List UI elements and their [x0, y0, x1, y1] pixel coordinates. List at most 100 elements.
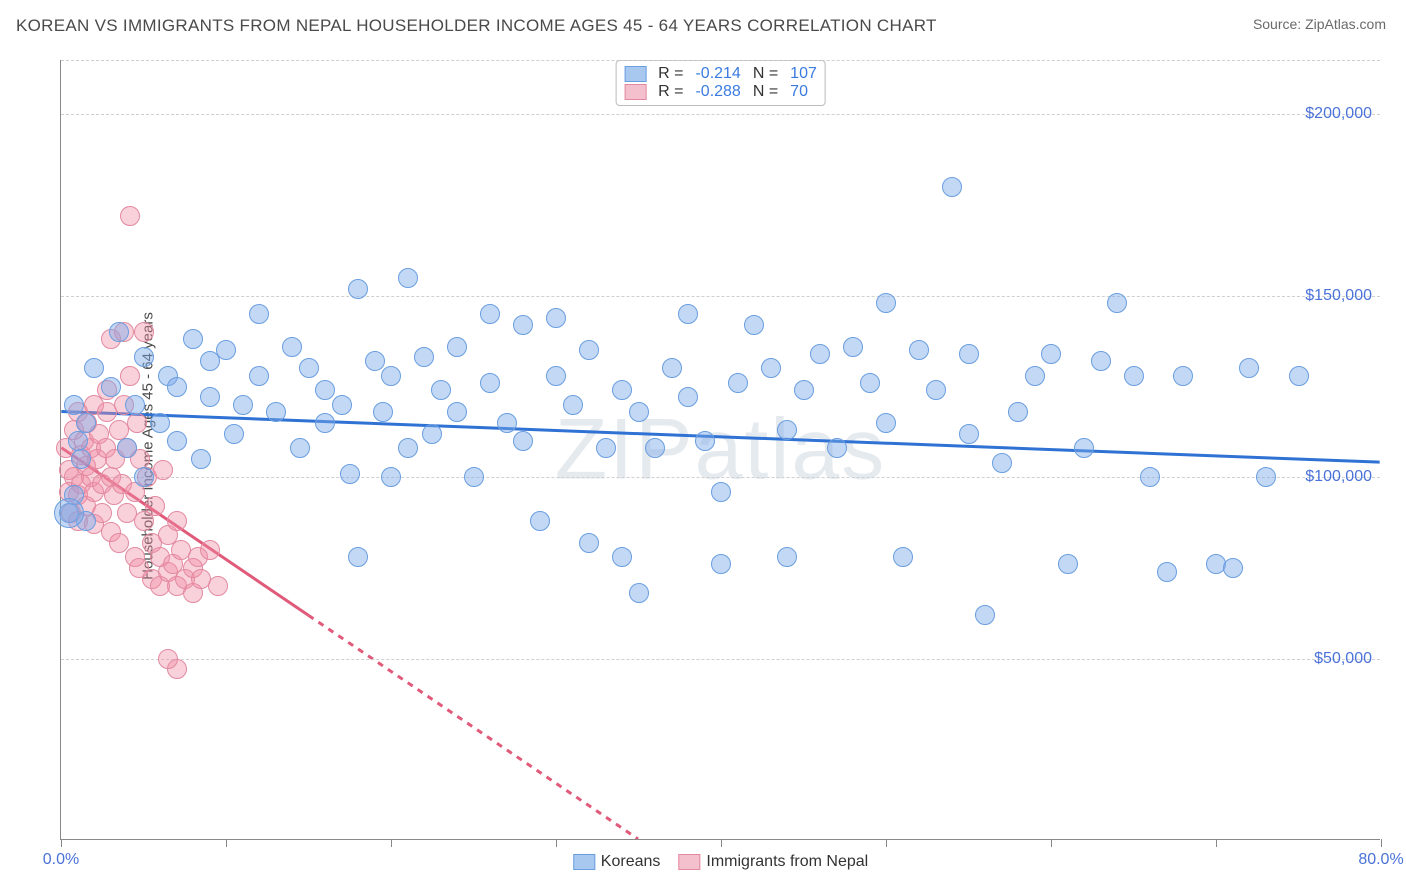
scatter-point-series1 — [167, 431, 187, 451]
scatter-point-series1 — [992, 453, 1012, 473]
scatter-point-series1 — [579, 340, 599, 360]
scatter-point-series1 — [68, 431, 88, 451]
scatter-point-series1 — [860, 373, 880, 393]
scatter-point-series1 — [266, 402, 286, 422]
scatter-point-series1 — [909, 340, 929, 360]
scatter-point-series1 — [777, 547, 797, 567]
scatter-point-series1 — [71, 449, 91, 469]
scatter-point-series1 — [109, 322, 129, 342]
scatter-point-series1 — [546, 308, 566, 328]
legend-item-series2: Immigrants from Nepal — [678, 853, 868, 871]
scatter-point-series1 — [1256, 467, 1276, 487]
scatter-point-series1 — [381, 467, 401, 487]
scatter-point-series1 — [216, 340, 236, 360]
swatch-series1 — [624, 66, 646, 82]
scatter-point-series1 — [167, 377, 187, 397]
scatter-point-series1 — [1173, 366, 1193, 386]
scatter-point-series1 — [315, 413, 335, 433]
bottom-legend: Koreans Immigrants from Nepal — [573, 853, 868, 871]
scatter-point-series1 — [101, 377, 121, 397]
scatter-point-series1 — [183, 329, 203, 349]
chart-title: KOREAN VS IMMIGRANTS FROM NEPAL HOUSEHOL… — [16, 16, 937, 36]
trend-line — [309, 615, 639, 839]
scatter-point-series1 — [827, 438, 847, 458]
scatter-point-series1 — [777, 420, 797, 440]
x-tick — [1051, 839, 1052, 847]
n-value-2: 70 — [790, 83, 808, 101]
y-tick-label: $200,000 — [1305, 105, 1372, 123]
scatter-point-series1 — [365, 351, 385, 371]
scatter-point-series1 — [340, 464, 360, 484]
n-label-2: N = — [753, 83, 778, 101]
scatter-point-series1 — [1025, 366, 1045, 386]
scatter-point-series1 — [64, 395, 84, 415]
scatter-point-series1 — [794, 380, 814, 400]
scatter-point-series1 — [695, 431, 715, 451]
scatter-point-series1 — [893, 547, 913, 567]
scatter-point-series1 — [546, 366, 566, 386]
scatter-point-series1 — [1107, 293, 1127, 313]
correlation-legend: R = -0.214 N = 107 R = -0.288 N = 70 — [615, 60, 826, 106]
y-tick-label: $50,000 — [1314, 650, 1372, 668]
gridline-h — [61, 477, 1380, 478]
scatter-point-series1 — [678, 387, 698, 407]
scatter-point-series1 — [191, 449, 211, 469]
r-value-2: -0.288 — [695, 83, 740, 101]
scatter-point-series2 — [200, 540, 220, 560]
scatter-point-series1 — [1074, 438, 1094, 458]
x-tick-label: 0.0% — [43, 851, 79, 869]
x-tick — [1381, 839, 1382, 847]
scatter-point-series1 — [447, 337, 467, 357]
gridline-h — [61, 659, 1380, 660]
scatter-point-series1 — [579, 533, 599, 553]
scatter-point-series1 — [1124, 366, 1144, 386]
y-tick-label: $100,000 — [1305, 468, 1372, 486]
scatter-point-series1 — [761, 358, 781, 378]
scatter-point-series1 — [348, 279, 368, 299]
x-tick — [61, 839, 62, 847]
scatter-point-series1-large — [54, 498, 84, 528]
scatter-point-series1 — [348, 547, 368, 567]
scatter-point-series1 — [513, 431, 533, 451]
scatter-point-series1 — [497, 413, 517, 433]
n-value-1: 107 — [790, 65, 817, 83]
scatter-point-series1 — [629, 402, 649, 422]
scatter-point-series1 — [1058, 554, 1078, 574]
scatter-point-series2 — [120, 366, 140, 386]
scatter-point-series2 — [120, 206, 140, 226]
scatter-point-series1 — [76, 413, 96, 433]
swatch-series2-bottom — [678, 854, 700, 870]
gridline-h — [61, 114, 1380, 115]
scatter-point-series1 — [645, 438, 665, 458]
n-label-1: N = — [753, 65, 778, 83]
scatter-point-series1 — [612, 547, 632, 567]
scatter-point-series1 — [150, 413, 170, 433]
scatter-point-series1 — [843, 337, 863, 357]
x-tick-label: 80.0% — [1358, 851, 1403, 869]
trend-lines-svg — [61, 60, 1380, 839]
legend-label-series1: Koreans — [601, 853, 661, 871]
scatter-point-series1 — [125, 395, 145, 415]
swatch-series2 — [624, 84, 646, 100]
scatter-point-series1 — [381, 366, 401, 386]
x-tick — [1216, 839, 1217, 847]
scatter-point-series1 — [414, 347, 434, 367]
scatter-point-series1 — [290, 438, 310, 458]
x-tick — [226, 839, 227, 847]
scatter-point-series1 — [711, 482, 731, 502]
scatter-point-series1 — [373, 402, 393, 422]
scatter-point-series1 — [563, 395, 583, 415]
source-attribution: Source: ZipAtlas.com — [1253, 16, 1386, 32]
scatter-point-series1 — [942, 177, 962, 197]
scatter-point-series1 — [513, 315, 533, 335]
trend-line — [61, 411, 1379, 462]
scatter-point-series1 — [233, 395, 253, 415]
scatter-point-series1 — [200, 387, 220, 407]
scatter-point-series1 — [629, 583, 649, 603]
scatter-point-series2 — [158, 649, 178, 669]
x-tick — [556, 839, 557, 847]
scatter-point-series2 — [109, 420, 129, 440]
scatter-point-series1 — [612, 380, 632, 400]
swatch-series1-bottom — [573, 854, 595, 870]
scatter-point-series1 — [662, 358, 682, 378]
